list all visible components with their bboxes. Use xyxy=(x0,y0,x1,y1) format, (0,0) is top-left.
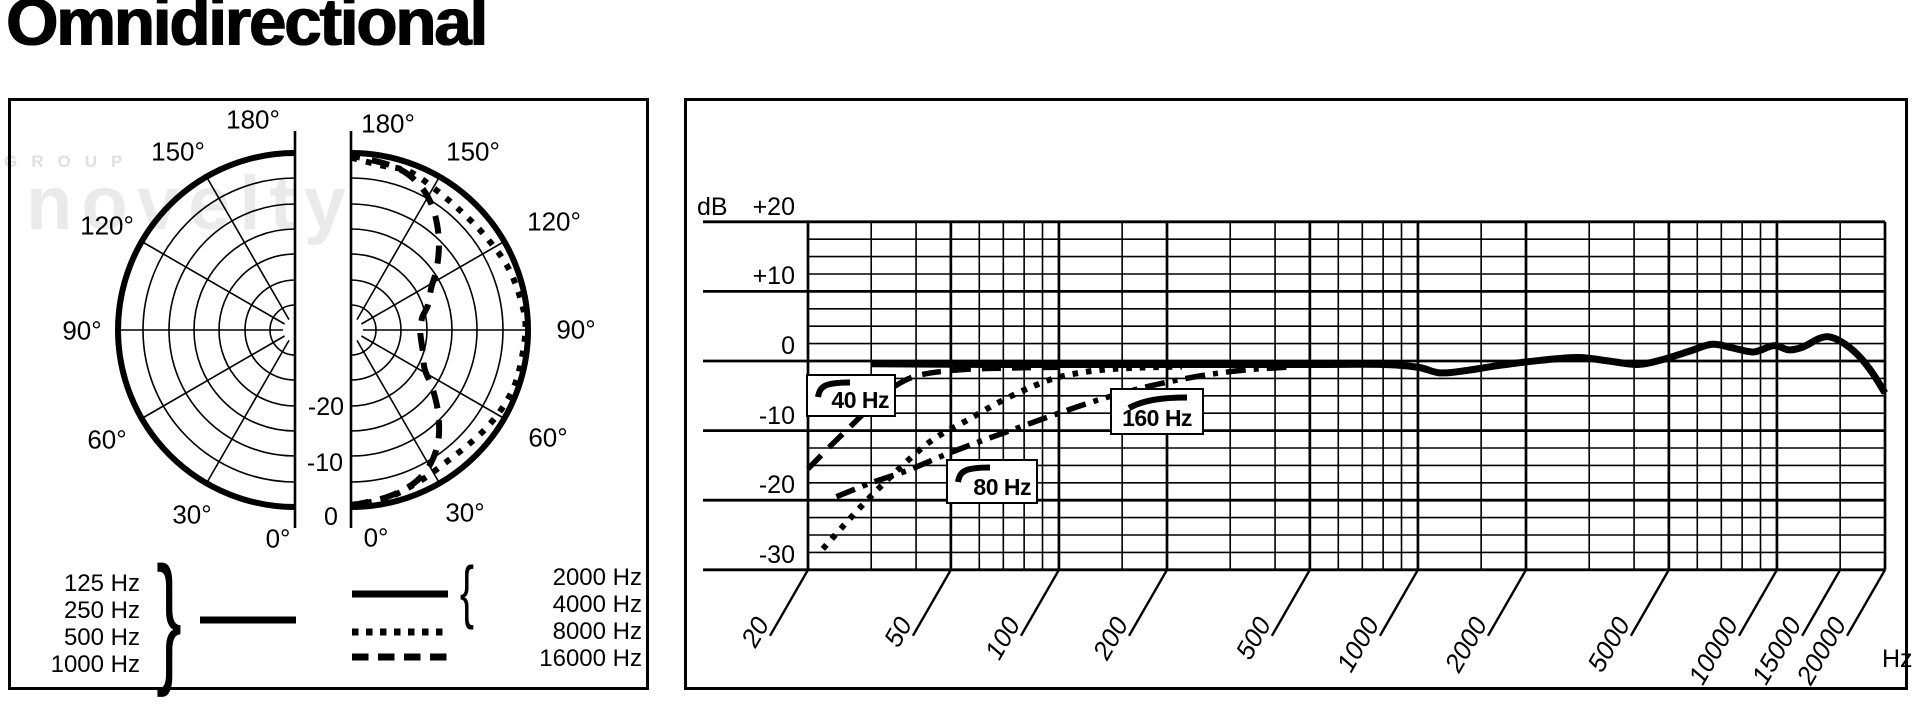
polar-angle-label-right: 90° xyxy=(556,314,596,345)
legend-label-125hz: 125 Hz xyxy=(63,570,140,597)
polar-angle-label-left: 90° xyxy=(62,315,102,346)
polar-angle-label-left: 30° xyxy=(172,499,212,530)
polar-grid-spoke xyxy=(205,339,290,484)
legend-label-1000hz: 1000 Hz xyxy=(50,651,140,678)
datasheet-figure: Omnidirectional GROUP novelty 20 50 100 200… xyxy=(4,0,1913,699)
freq-tick-label: 50 xyxy=(878,611,919,652)
freq-tick-label: 500 xyxy=(1229,611,1277,664)
rolloff-curve-icon xyxy=(1127,394,1188,411)
freq-tick xyxy=(1845,569,1887,637)
polar-angle-label-right: 30° xyxy=(445,497,485,528)
legend-label-8000hz: 8000 Hz xyxy=(552,618,642,645)
x-axis-unit-label: Hz xyxy=(1882,645,1913,673)
freq-tick-label: 100 xyxy=(978,611,1026,664)
polar-angle-label-right: 0° xyxy=(363,522,389,553)
legend-brace-low-group: } xyxy=(156,538,182,699)
y-tick-label: +20 xyxy=(752,192,795,221)
freq-tick xyxy=(1629,569,1670,637)
polar-angle-label-left: 60° xyxy=(87,424,127,455)
freq-tick xyxy=(911,569,952,637)
polar-grid-spoke xyxy=(141,335,286,420)
y-tick-label: +10 xyxy=(752,262,795,291)
polar-db-label: -10 xyxy=(306,448,344,477)
polar-angle-label-right: 150° xyxy=(446,136,500,167)
polar-grid-spoke xyxy=(141,240,286,325)
freq-tick xyxy=(1486,569,1528,637)
y-tick-label: 0 xyxy=(781,332,795,360)
response-curve-80-hz-bass-cut xyxy=(820,363,1182,551)
legend-label-250hz: 250 Hz xyxy=(63,597,140,624)
y-tick-label: -10 xyxy=(758,401,795,430)
filter-tag-40hz: 40 Hz xyxy=(806,374,896,417)
polar-grid-spoke xyxy=(356,176,441,321)
legend-brace-high-group: { xyxy=(459,551,475,631)
filter-tag-160hz: 160 Hz xyxy=(1110,388,1204,435)
polar-grid-spoke xyxy=(205,176,290,321)
freq-tick-label: 200 xyxy=(1086,611,1134,665)
freq-tick-label: 2000 xyxy=(1438,611,1494,677)
frequency-response-panel xyxy=(684,98,1908,690)
response-curve-frequency-response xyxy=(871,333,1888,395)
polar-grid-spoke xyxy=(360,335,505,420)
polar-db-label: 0 xyxy=(324,502,338,531)
polar-angle-label-left: 180° xyxy=(226,104,280,135)
polar-angle-label-right: 60° xyxy=(528,422,568,453)
polar-angle-label-right: 180° xyxy=(361,108,415,139)
filter-tag-label: 160 Hz xyxy=(1122,405,1192,431)
pattern-125-1000-hz xyxy=(115,150,296,510)
freq-tick-label: 1000 xyxy=(1330,611,1385,677)
polar-db-label: -20 xyxy=(307,392,345,421)
filter-tag-label: 80 Hz xyxy=(973,474,1031,500)
legend-label-16000hz: 16000 Hz xyxy=(539,645,642,672)
freq-tick xyxy=(1801,569,1842,637)
freq-tick xyxy=(1737,569,1778,637)
polar-angle-label-left: 0° xyxy=(265,523,291,554)
y-tick-label: -20 xyxy=(758,471,795,500)
figure-title: Omnidirectional xyxy=(6,0,488,60)
polar-angle-label-left: 120° xyxy=(80,210,134,241)
polar-pattern-panel xyxy=(8,98,649,690)
legend-label-4000hz: 4000 Hz xyxy=(552,591,642,618)
polar-grid-spoke xyxy=(356,339,441,484)
freq-tick xyxy=(768,569,810,637)
freq-tick xyxy=(1378,569,1419,637)
polar-angle-label-left: 150° xyxy=(151,136,205,167)
watermark-group-text: GROUP xyxy=(4,152,137,171)
freq-tick-label: 20 xyxy=(734,611,775,652)
pattern-8000-hz xyxy=(350,154,529,508)
legend-label-2000hz: 2000 Hz xyxy=(552,564,642,591)
response-curve-40-hz-bass-cut xyxy=(806,364,1059,471)
polar-angle-label-right: 120° xyxy=(527,206,581,237)
response-curve-160-hz-bass-cut xyxy=(835,364,1287,500)
pattern-16000-hz xyxy=(350,152,443,509)
pattern-2000-4000-hz xyxy=(350,150,531,510)
filter-tag-label: 40 Hz xyxy=(831,387,889,413)
freq-tick xyxy=(1019,569,1060,637)
legend-label-500hz: 500 Hz xyxy=(63,624,140,651)
freq-tick xyxy=(1127,569,1169,637)
y-axis-unit-label: dB xyxy=(697,193,728,221)
rolloff-curve-icon xyxy=(815,379,851,398)
freq-tick-label: 10000 xyxy=(1682,611,1744,689)
freq-tick-label: 5000 xyxy=(1581,611,1636,677)
rolloff-curve-icon xyxy=(955,464,991,483)
freq-tick xyxy=(1270,569,1311,637)
y-tick-label: -30 xyxy=(758,540,795,569)
filter-tag-80hz: 80 Hz xyxy=(946,459,1038,504)
